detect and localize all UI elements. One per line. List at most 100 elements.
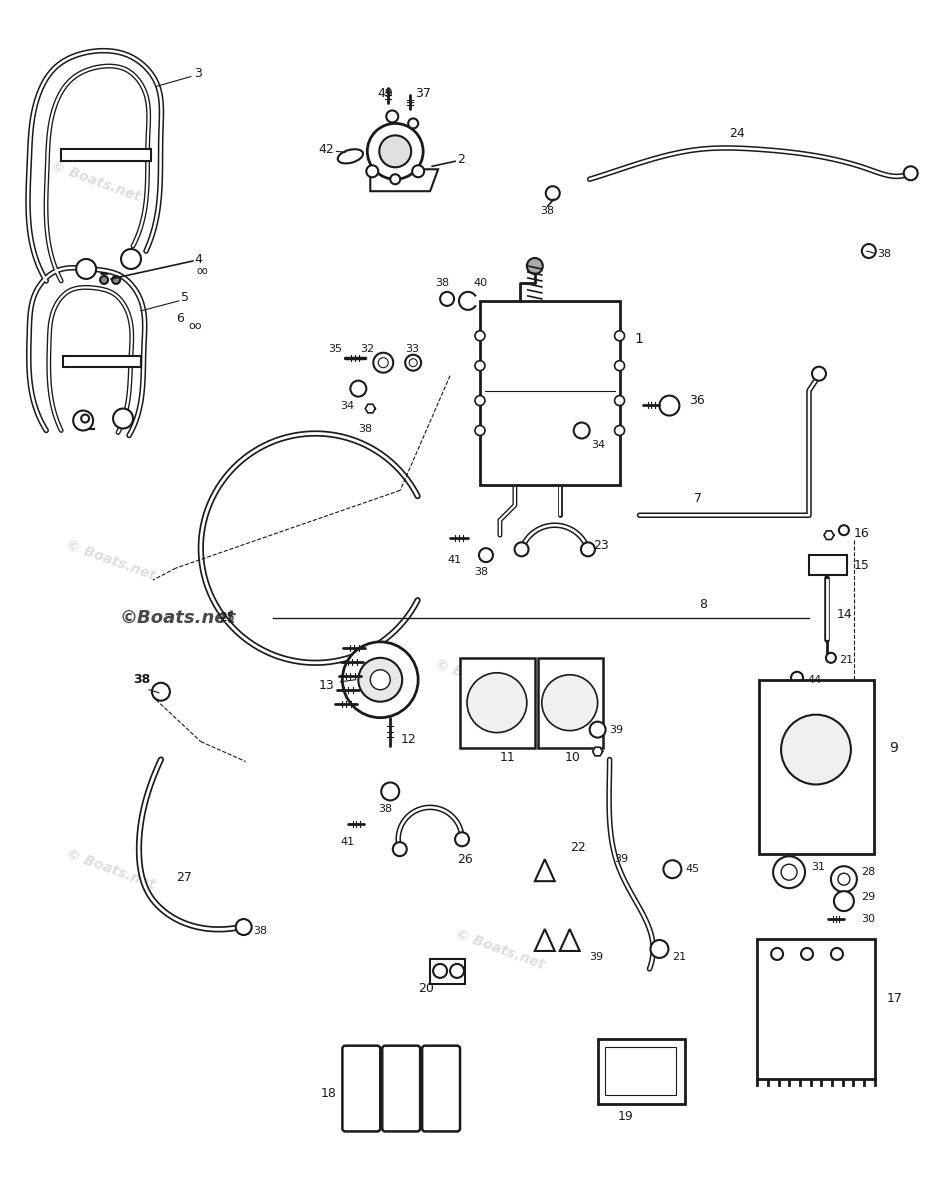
Circle shape <box>831 948 843 960</box>
Text: 36: 36 <box>689 394 705 407</box>
Circle shape <box>475 361 485 371</box>
Circle shape <box>546 186 560 200</box>
Text: 23: 23 <box>592 539 608 552</box>
Text: 15: 15 <box>853 559 869 571</box>
Circle shape <box>342 642 418 718</box>
Text: 14: 14 <box>837 608 852 622</box>
Text: 11: 11 <box>500 751 516 764</box>
Circle shape <box>358 658 403 702</box>
Polygon shape <box>365 404 375 413</box>
Circle shape <box>615 426 624 436</box>
Circle shape <box>152 683 170 701</box>
Text: 22: 22 <box>570 841 586 853</box>
Text: 18: 18 <box>321 1087 337 1100</box>
Text: 39: 39 <box>609 725 623 734</box>
Circle shape <box>542 674 598 731</box>
Circle shape <box>440 292 454 306</box>
Text: 38: 38 <box>539 206 554 216</box>
Text: 25: 25 <box>219 612 235 624</box>
Text: 34: 34 <box>340 401 355 410</box>
Circle shape <box>839 526 849 535</box>
Bar <box>757 938 875 1079</box>
Circle shape <box>113 408 133 428</box>
Text: 39: 39 <box>589 952 604 962</box>
Circle shape <box>74 410 93 431</box>
Circle shape <box>812 367 826 380</box>
Text: 21: 21 <box>672 952 687 962</box>
Text: 8: 8 <box>700 599 707 612</box>
Polygon shape <box>592 748 603 756</box>
Circle shape <box>409 359 417 367</box>
Circle shape <box>615 331 624 341</box>
Bar <box>460 658 535 748</box>
Circle shape <box>455 833 469 846</box>
Circle shape <box>527 258 543 274</box>
Text: 41: 41 <box>340 838 355 847</box>
Text: 27: 27 <box>176 871 191 883</box>
Text: 21: 21 <box>839 655 853 665</box>
Text: 35: 35 <box>328 343 342 354</box>
Text: 44: 44 <box>807 674 821 685</box>
Bar <box>809 556 847 575</box>
Text: 31: 31 <box>811 863 825 872</box>
Text: 19: 19 <box>618 1110 634 1123</box>
Text: 41: 41 <box>447 556 461 565</box>
Bar <box>604 1046 676 1094</box>
Text: 17: 17 <box>886 992 902 1006</box>
Circle shape <box>615 396 624 406</box>
Text: oo: oo <box>197 266 208 276</box>
Circle shape <box>433 964 447 978</box>
Circle shape <box>405 355 422 371</box>
Text: 38: 38 <box>133 673 150 686</box>
Text: 3: 3 <box>194 67 202 80</box>
Text: 32: 32 <box>360 343 374 354</box>
Circle shape <box>450 964 464 978</box>
Text: © Boats.net: © Boats.net <box>49 158 142 204</box>
Text: 39: 39 <box>615 854 629 864</box>
Circle shape <box>903 167 918 180</box>
Circle shape <box>771 948 783 960</box>
Circle shape <box>515 542 528 557</box>
Text: 2: 2 <box>457 152 465 166</box>
Text: 28: 28 <box>861 868 875 877</box>
Text: © Boats.net: © Boats.net <box>454 926 547 972</box>
Text: 38: 38 <box>254 926 268 936</box>
Circle shape <box>862 244 876 258</box>
Text: 16: 16 <box>853 527 869 540</box>
Text: 34: 34 <box>591 440 605 450</box>
Circle shape <box>81 414 90 422</box>
Circle shape <box>581 542 595 557</box>
Text: 20: 20 <box>418 983 434 995</box>
Text: 38: 38 <box>358 424 372 433</box>
Circle shape <box>781 864 797 880</box>
Circle shape <box>366 166 378 178</box>
Text: ©Boats.net: ©Boats.net <box>119 608 236 626</box>
Circle shape <box>838 874 850 886</box>
Bar <box>61 149 151 161</box>
Ellipse shape <box>338 149 363 163</box>
Circle shape <box>834 892 853 911</box>
Text: © Boats.net: © Boats.net <box>64 538 157 583</box>
Bar <box>430 959 465 984</box>
Text: 24: 24 <box>729 127 745 140</box>
Circle shape <box>664 860 682 878</box>
Polygon shape <box>824 530 834 540</box>
Text: 9: 9 <box>888 740 898 755</box>
Circle shape <box>659 396 679 415</box>
Polygon shape <box>535 859 554 881</box>
FancyBboxPatch shape <box>382 1045 421 1132</box>
Text: 6: 6 <box>176 312 184 325</box>
Circle shape <box>390 174 400 185</box>
Circle shape <box>412 166 424 178</box>
Circle shape <box>387 110 398 122</box>
Circle shape <box>371 670 390 690</box>
Circle shape <box>826 653 835 662</box>
Circle shape <box>100 276 108 284</box>
Circle shape <box>475 331 485 341</box>
Text: 29: 29 <box>861 892 875 902</box>
Polygon shape <box>535 929 554 950</box>
Bar <box>759 679 874 854</box>
Circle shape <box>378 358 389 367</box>
Bar <box>480 301 620 485</box>
Circle shape <box>373 353 393 373</box>
